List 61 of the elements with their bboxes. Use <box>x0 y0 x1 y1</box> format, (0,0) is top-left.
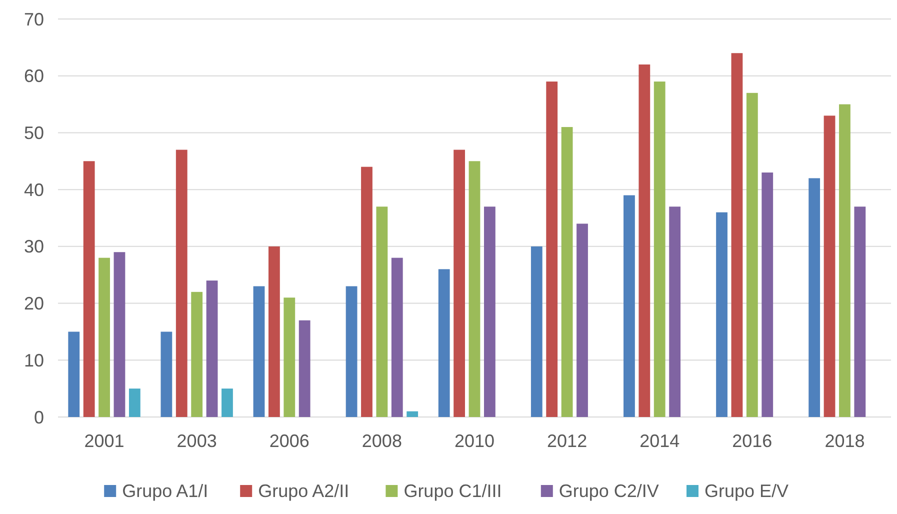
x-tick-label: 2003 <box>176 431 217 451</box>
x-tick-label: 2014 <box>640 431 680 451</box>
bar <box>654 82 666 417</box>
bar <box>576 224 588 417</box>
legend-label: Grupo C1/III <box>404 481 502 501</box>
bar <box>298 320 310 417</box>
bar <box>391 258 403 417</box>
x-tick-label: 2006 <box>269 431 310 451</box>
bar <box>746 92 758 417</box>
x-tick-label: 2012 <box>547 431 588 451</box>
bar <box>128 388 140 417</box>
bar <box>530 246 542 417</box>
bar <box>546 82 558 417</box>
bar <box>114 252 126 417</box>
bar <box>484 206 496 417</box>
bar <box>160 332 172 417</box>
bar <box>839 104 850 417</box>
bar <box>824 116 836 417</box>
bar <box>762 172 774 417</box>
legend-label: Grupo E/V <box>704 481 789 501</box>
bar <box>854 206 866 417</box>
legend-label: Grupo A2/II <box>258 481 350 501</box>
bar <box>346 286 358 417</box>
y-tick-label: 0 <box>34 407 44 428</box>
y-tick-label: 60 <box>24 66 44 86</box>
bar <box>98 258 110 417</box>
bar <box>808 178 820 417</box>
bar <box>468 161 480 417</box>
y-tick-label: 20 <box>24 294 44 314</box>
bar <box>361 166 372 417</box>
bar <box>284 298 296 417</box>
y-tick-label: 30 <box>24 236 44 257</box>
bar <box>176 150 188 417</box>
bar <box>669 206 681 417</box>
bar <box>83 161 95 417</box>
y-tick-label: 50 <box>24 123 44 144</box>
legend-label: Grupo C2/IV <box>558 481 659 501</box>
x-tick-label: 2001 <box>84 431 124 451</box>
bar <box>253 286 265 417</box>
legend-label: Grupo A1/I <box>122 481 208 501</box>
bar <box>406 411 418 417</box>
bar <box>68 332 80 417</box>
bar <box>624 195 635 417</box>
bar <box>206 280 218 417</box>
y-tick-label: 10 <box>24 350 44 370</box>
bar <box>268 246 280 417</box>
bar <box>454 150 465 417</box>
x-tick-label: 2016 <box>732 431 772 451</box>
bar <box>561 127 573 417</box>
bar <box>191 292 203 417</box>
bar <box>222 388 233 417</box>
bar <box>438 269 450 417</box>
bar <box>716 212 728 417</box>
bar <box>731 53 743 417</box>
x-tick-label: 2008 <box>362 431 402 451</box>
x-tick-label: 2018 <box>824 431 865 451</box>
x-tick-label: 2010 <box>454 431 495 451</box>
y-tick-label: 70 <box>24 9 44 30</box>
y-tick-label: 40 <box>24 180 44 200</box>
bar <box>638 64 650 417</box>
bar <box>376 206 388 417</box>
